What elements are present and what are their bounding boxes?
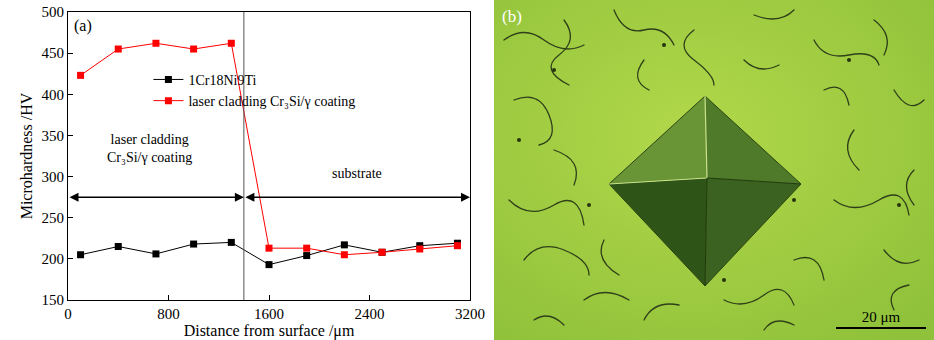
svg-text:1Cr18Ni9Ti: 1Cr18Ni9Ti bbox=[188, 73, 256, 88]
svg-text:250: 250 bbox=[42, 210, 65, 226]
svg-text:laser cladding Cr₃Si/γ coating: laser cladding Cr₃Si/γ coating bbox=[188, 94, 355, 109]
svg-text:800: 800 bbox=[157, 306, 180, 322]
svg-text:0: 0 bbox=[64, 306, 72, 322]
svg-text:(a): (a) bbox=[74, 17, 92, 35]
svg-text:Microhardness /HV: Microhardness /HV bbox=[18, 92, 35, 219]
svg-text:2400: 2400 bbox=[355, 306, 385, 322]
svg-text:500: 500 bbox=[42, 4, 65, 20]
svg-text:substrate: substrate bbox=[332, 166, 382, 181]
svg-text:150: 150 bbox=[42, 292, 65, 308]
svg-text:400: 400 bbox=[42, 87, 65, 103]
svg-text:350: 350 bbox=[42, 128, 65, 144]
svg-text:3200: 3200 bbox=[455, 306, 485, 322]
svg-text:(b): (b) bbox=[502, 7, 522, 26]
svg-text:450: 450 bbox=[42, 45, 65, 61]
svg-text:Distance from surface /μm: Distance from surface /μm bbox=[184, 322, 355, 340]
svg-text:laser claddingCr₃Si/γ coating: laser claddingCr₃Si/γ coating bbox=[107, 132, 192, 165]
svg-text:300: 300 bbox=[42, 169, 65, 185]
svg-text:20 μm: 20 μm bbox=[862, 309, 901, 325]
svg-text:1600: 1600 bbox=[254, 306, 284, 322]
svg-text:200: 200 bbox=[42, 251, 65, 267]
